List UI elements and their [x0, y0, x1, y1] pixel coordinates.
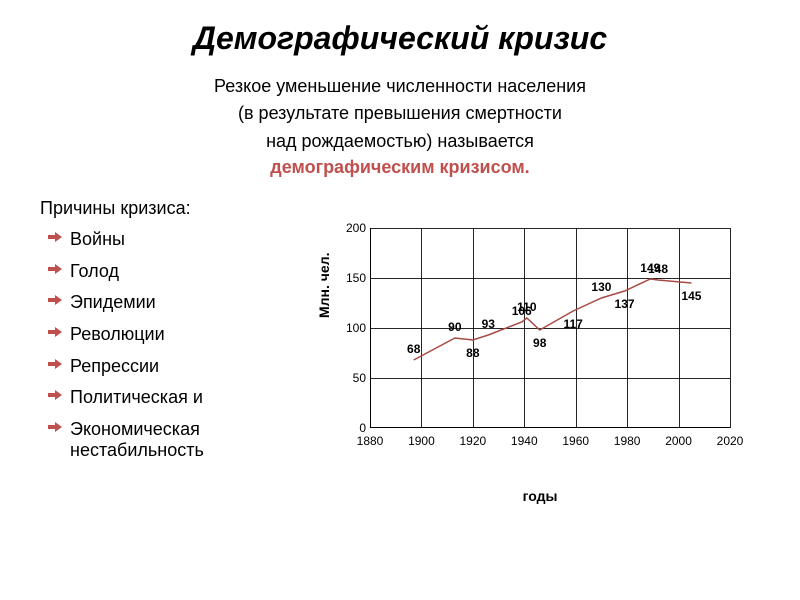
xtick-label: 1900 — [408, 434, 435, 448]
ytick-label: 0 — [338, 421, 366, 435]
data-point-label: 148 — [648, 262, 668, 276]
data-point-label: 88 — [466, 346, 479, 360]
cause-label: Войны — [70, 229, 125, 249]
data-point-label: 68 — [407, 342, 420, 356]
data-point-label: 98 — [533, 336, 546, 350]
xtick-label: 1960 — [562, 434, 589, 448]
data-point-label: 137 — [615, 297, 635, 311]
data-point-label: 93 — [482, 317, 495, 331]
arrow-bullet-icon — [48, 295, 62, 305]
cause-label: Политическая и — [70, 387, 203, 407]
arrow-bullet-icon — [48, 264, 62, 274]
cause-item: Революции — [48, 324, 280, 346]
cause-item: Экономическая нестабильность — [48, 419, 280, 462]
cause-label: Голод — [70, 261, 119, 281]
arrow-bullet-icon — [48, 359, 62, 369]
xtick-label: 1920 — [459, 434, 486, 448]
data-point-label: 117 — [563, 317, 582, 331]
chart-column: Млн. чел. годы 0501001502001880190019201… — [300, 198, 770, 472]
chart-xlabel: годы — [523, 488, 558, 504]
data-point-label: 130 — [591, 280, 611, 294]
subtitle-line-1: Резкое уменьшение численности населения — [30, 75, 770, 98]
cause-label: Эпидемии — [70, 292, 156, 312]
cause-label: Революции — [70, 324, 165, 344]
chart-ylabel: Млн. чел. — [316, 253, 332, 319]
line-series — [370, 228, 730, 428]
arrow-bullet-icon — [48, 422, 62, 432]
arrow-bullet-icon — [48, 390, 62, 400]
xtick-label: 1980 — [614, 434, 641, 448]
cause-item: Голод — [48, 261, 280, 283]
page-title: Демографический кризис — [30, 20, 770, 57]
ytick-label: 200 — [338, 221, 366, 235]
subtitle-line-3: над рождаемостью) называется — [30, 130, 770, 153]
causes-heading: Причины кризиса: — [40, 198, 280, 219]
cause-item: Войны — [48, 229, 280, 251]
xtick-label: 2020 — [717, 434, 744, 448]
causes-list: Войны Голод Эпидемии Революции Репрессии Поли… — [40, 229, 280, 462]
arrow-bullet-icon — [48, 232, 62, 242]
content-row: Причины кризиса: Войны Голод Эпидемии Револ… — [30, 198, 770, 472]
data-point-label: 90 — [448, 320, 461, 334]
gridline-vertical — [730, 228, 731, 428]
data-point-label: 110 — [517, 300, 536, 314]
subtitle-line-2: (в результате превышения смертности — [30, 102, 770, 125]
cause-item: Эпидемии — [48, 292, 280, 314]
cause-item: Репрессии — [48, 356, 280, 378]
population-chart: Млн. чел. годы 0501001502001880190019201… — [330, 228, 750, 468]
cause-label: Экономическая нестабильность — [70, 419, 204, 461]
subtitle-highlight: демографическим кризисом. — [30, 157, 770, 178]
xtick-label: 2000 — [665, 434, 692, 448]
ytick-label: 150 — [338, 271, 366, 285]
causes-column: Причины кризиса: Войны Голод Эпидемии Револ… — [30, 198, 280, 472]
xtick-label: 1880 — [357, 434, 384, 448]
xtick-label: 1940 — [511, 434, 538, 448]
ytick-label: 50 — [338, 371, 366, 385]
arrow-bullet-icon — [48, 327, 62, 337]
ytick-label: 100 — [338, 321, 366, 335]
cause-label: Репрессии — [70, 356, 159, 376]
cause-item: Политическая и — [48, 387, 280, 409]
data-point-label: 145 — [681, 289, 701, 303]
